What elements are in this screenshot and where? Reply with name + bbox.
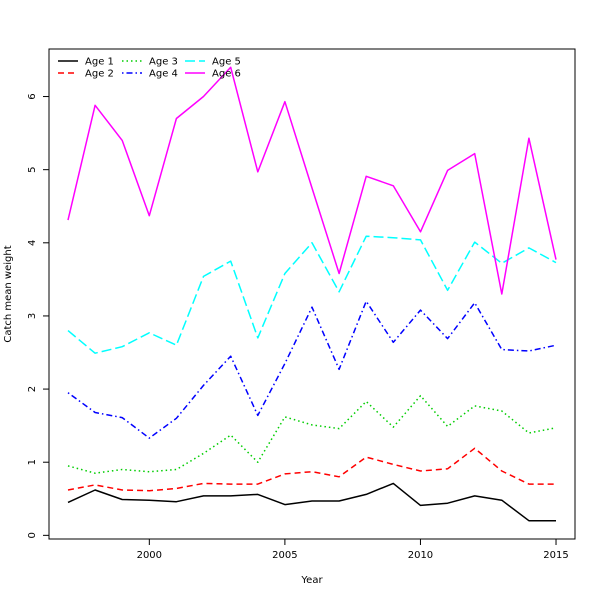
y-tick-label: 3 (27, 313, 38, 319)
legend-label: Age 2 (85, 69, 114, 80)
y-tick-label: 0 (27, 532, 38, 538)
legend-label: Age 5 (212, 57, 241, 68)
y-tick-label: 5 (27, 166, 38, 172)
x-axis-title: Year (300, 575, 323, 586)
y-tick-label: 4 (27, 240, 38, 246)
series-line-age-3 (67, 394, 557, 474)
y-axis-title: Catch mean weight (3, 245, 14, 342)
legend-label: Age 4 (149, 69, 178, 80)
plot-frame (48, 48, 576, 540)
y-tick-label: 1 (27, 459, 38, 465)
x-tick-label: 2005 (272, 550, 297, 561)
series-line-age-2 (67, 447, 556, 492)
y-tick-label: 6 (27, 93, 38, 99)
series-layer (67, 66, 557, 522)
x-tick-label: 2000 (137, 550, 162, 561)
series-line-age-5 (67, 235, 557, 354)
legend-label: Age 1 (85, 57, 114, 68)
axes-layer: 2000 2005 2010 2015 0 1 2 3 4 5 6 (27, 93, 569, 561)
series-line-age-6 (67, 66, 557, 295)
x-tick-label: 2010 (408, 550, 433, 561)
series-line-age-1 (67, 482, 556, 522)
legend-label: Age 6 (212, 69, 241, 80)
legend-label: Age 3 (149, 57, 178, 68)
series-line-age-4 (67, 300, 557, 439)
x-tick-label: 2015 (543, 550, 568, 561)
y-tick-label: 2 (27, 386, 38, 392)
